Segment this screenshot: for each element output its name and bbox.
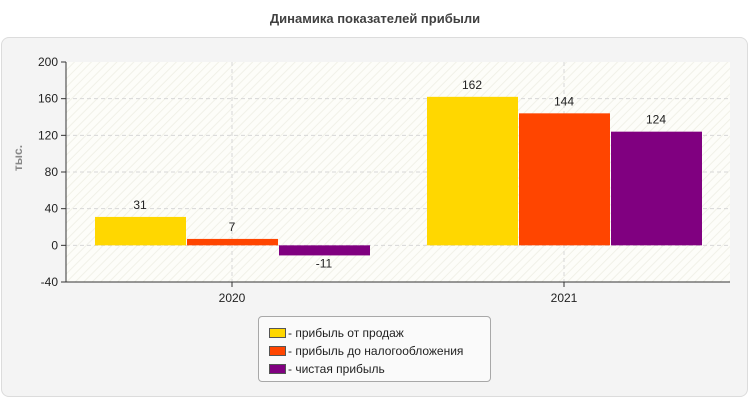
bar	[95, 216, 186, 246]
x-tick-label: 2021	[551, 291, 578, 305]
bar	[611, 131, 702, 246]
legend-item: - прибыль до налогообложения	[269, 342, 490, 360]
y-tick-label: 40	[45, 202, 59, 216]
bar	[187, 238, 278, 246]
bar-value-label: 124	[646, 113, 666, 127]
legend-item: - прибыль от продаж	[269, 324, 490, 342]
legend-item: - чистая прибыль	[269, 360, 490, 378]
bar	[427, 96, 518, 246]
x-tick-label: 2020	[219, 291, 246, 305]
bar-value-label: -11	[316, 256, 333, 270]
legend-swatch	[269, 328, 286, 338]
legend-swatch	[269, 364, 286, 374]
y-tick-label: 160	[38, 92, 58, 106]
y-tick-label: 80	[45, 165, 59, 179]
bar-value-label: 31	[133, 198, 147, 212]
y-tick-label: 120	[38, 128, 58, 142]
bar-value-label: 144	[554, 94, 574, 108]
legend-label: - прибыль от продаж	[288, 326, 404, 340]
bar	[279, 245, 370, 256]
legend-label: - чистая прибыль	[288, 362, 385, 376]
chart-legend: - прибыль от продаж - прибыль до налогоо…	[258, 316, 491, 382]
y-tick-label: 200	[38, 55, 58, 69]
legend-label: - прибыль до налогообложения	[288, 344, 464, 358]
y-tick-label: -40	[41, 275, 59, 289]
legend-swatch	[269, 346, 286, 356]
bar	[519, 113, 610, 246]
chart-title: Динамика показателей прибыли	[269, 11, 481, 26]
y-axis-label: тыс.	[11, 145, 25, 171]
y-tick-label: 0	[51, 238, 58, 252]
bar-value-label: 162	[462, 78, 482, 92]
bar-value-label: 7	[229, 220, 236, 234]
